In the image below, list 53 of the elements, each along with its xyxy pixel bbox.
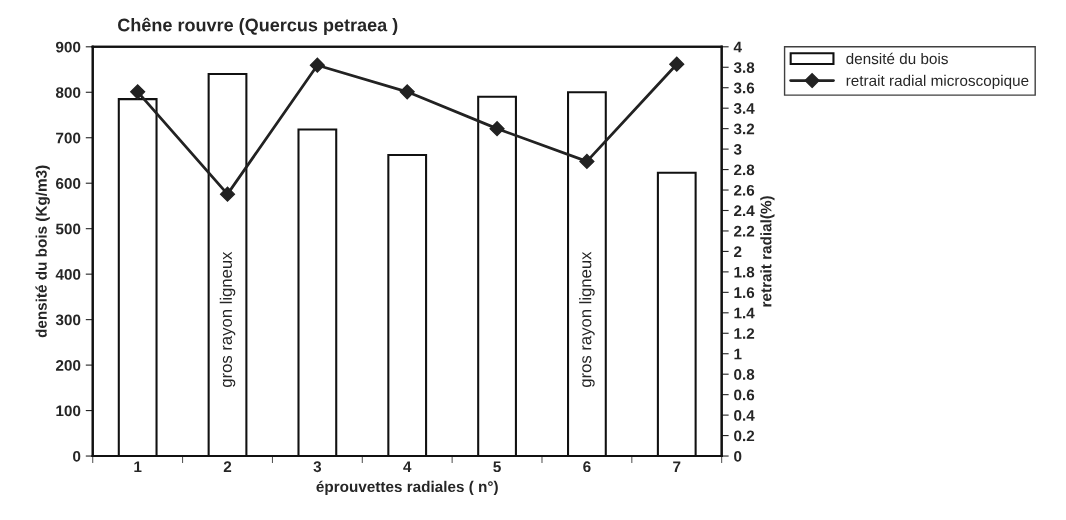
y2-tick-label: 3.4 [733,103,755,114]
y-tick-label: 600 [56,178,81,189]
point [669,56,685,72]
y2-tick-label: 3.6 [733,82,755,94]
y2-tick-label: 0.8 [734,369,755,380]
y2-tick-label: 1.4 [734,307,755,319]
y2-tick-label: 3 [733,143,742,155]
y2-tick-label: 3.2 [733,123,755,135]
y2-tick-label: 0.2 [734,430,755,442]
y2-tick-label: 1 [734,348,742,360]
y2-tick-label: 3.8 [733,62,755,73]
y-tick-label: 400 [55,269,81,280]
point [579,153,595,169]
y2-tick-label: 1.8 [734,266,755,278]
x-tick-label: 7 [673,461,681,472]
x-tick-label: 1 [134,461,142,472]
y2-axis-title: retrait radial(%) [760,196,775,307]
y2-tick-label: 2.8 [734,164,755,176]
y-axis-title: densité du bois (Kg/m3) [35,165,50,338]
chart-title: Chêne rouvre (Quercus petraea ) [118,17,398,35]
x-tick-label: 4 [403,461,412,472]
y2-tick-label: 1.6 [734,287,755,299]
legend-label: densité du bois [846,52,948,65]
point [219,186,236,202]
y2-tick-label: 2.2 [734,225,755,237]
y2-tick-label: 2 [734,246,742,257]
x-tick-label: 6 [583,461,591,473]
y-tick-label: 900 [55,41,81,53]
x-axis-title: éprouvettes radiales ( n°) [316,480,498,496]
annotation: gros rayon ligneux [219,251,236,388]
y-tick-label: 500 [55,223,81,235]
y2-tick-label: 0.4 [734,409,755,421]
y2-tick-label: 2.6 [734,184,755,196]
y2-tick-label: 2.4 [734,205,755,217]
y2-tick-label: 4 [733,41,742,53]
point [309,57,325,73]
point [489,121,505,137]
y-tick-label: 100 [56,405,81,417]
y-tick-label: 700 [56,132,81,144]
point [130,84,146,100]
y-tick-label: 200 [55,359,81,371]
x-tick-label: 2 [223,461,232,472]
annotation: gros rayon ligneux [579,251,595,388]
legend-label: retrait radial microscopique [846,74,1029,90]
point [399,84,415,100]
y-tick-label: 300 [55,314,81,326]
y2-tick-label: 0.6 [734,389,755,401]
y-tick-label: 0 [73,450,81,462]
y-tick-label: 800 [55,87,81,98]
y2-tick-label: 1.2 [734,328,755,339]
y2-tick-label: 0 [734,450,742,462]
x-tick-label: 5 [493,461,501,473]
x-tick-label: 3 [313,461,322,473]
